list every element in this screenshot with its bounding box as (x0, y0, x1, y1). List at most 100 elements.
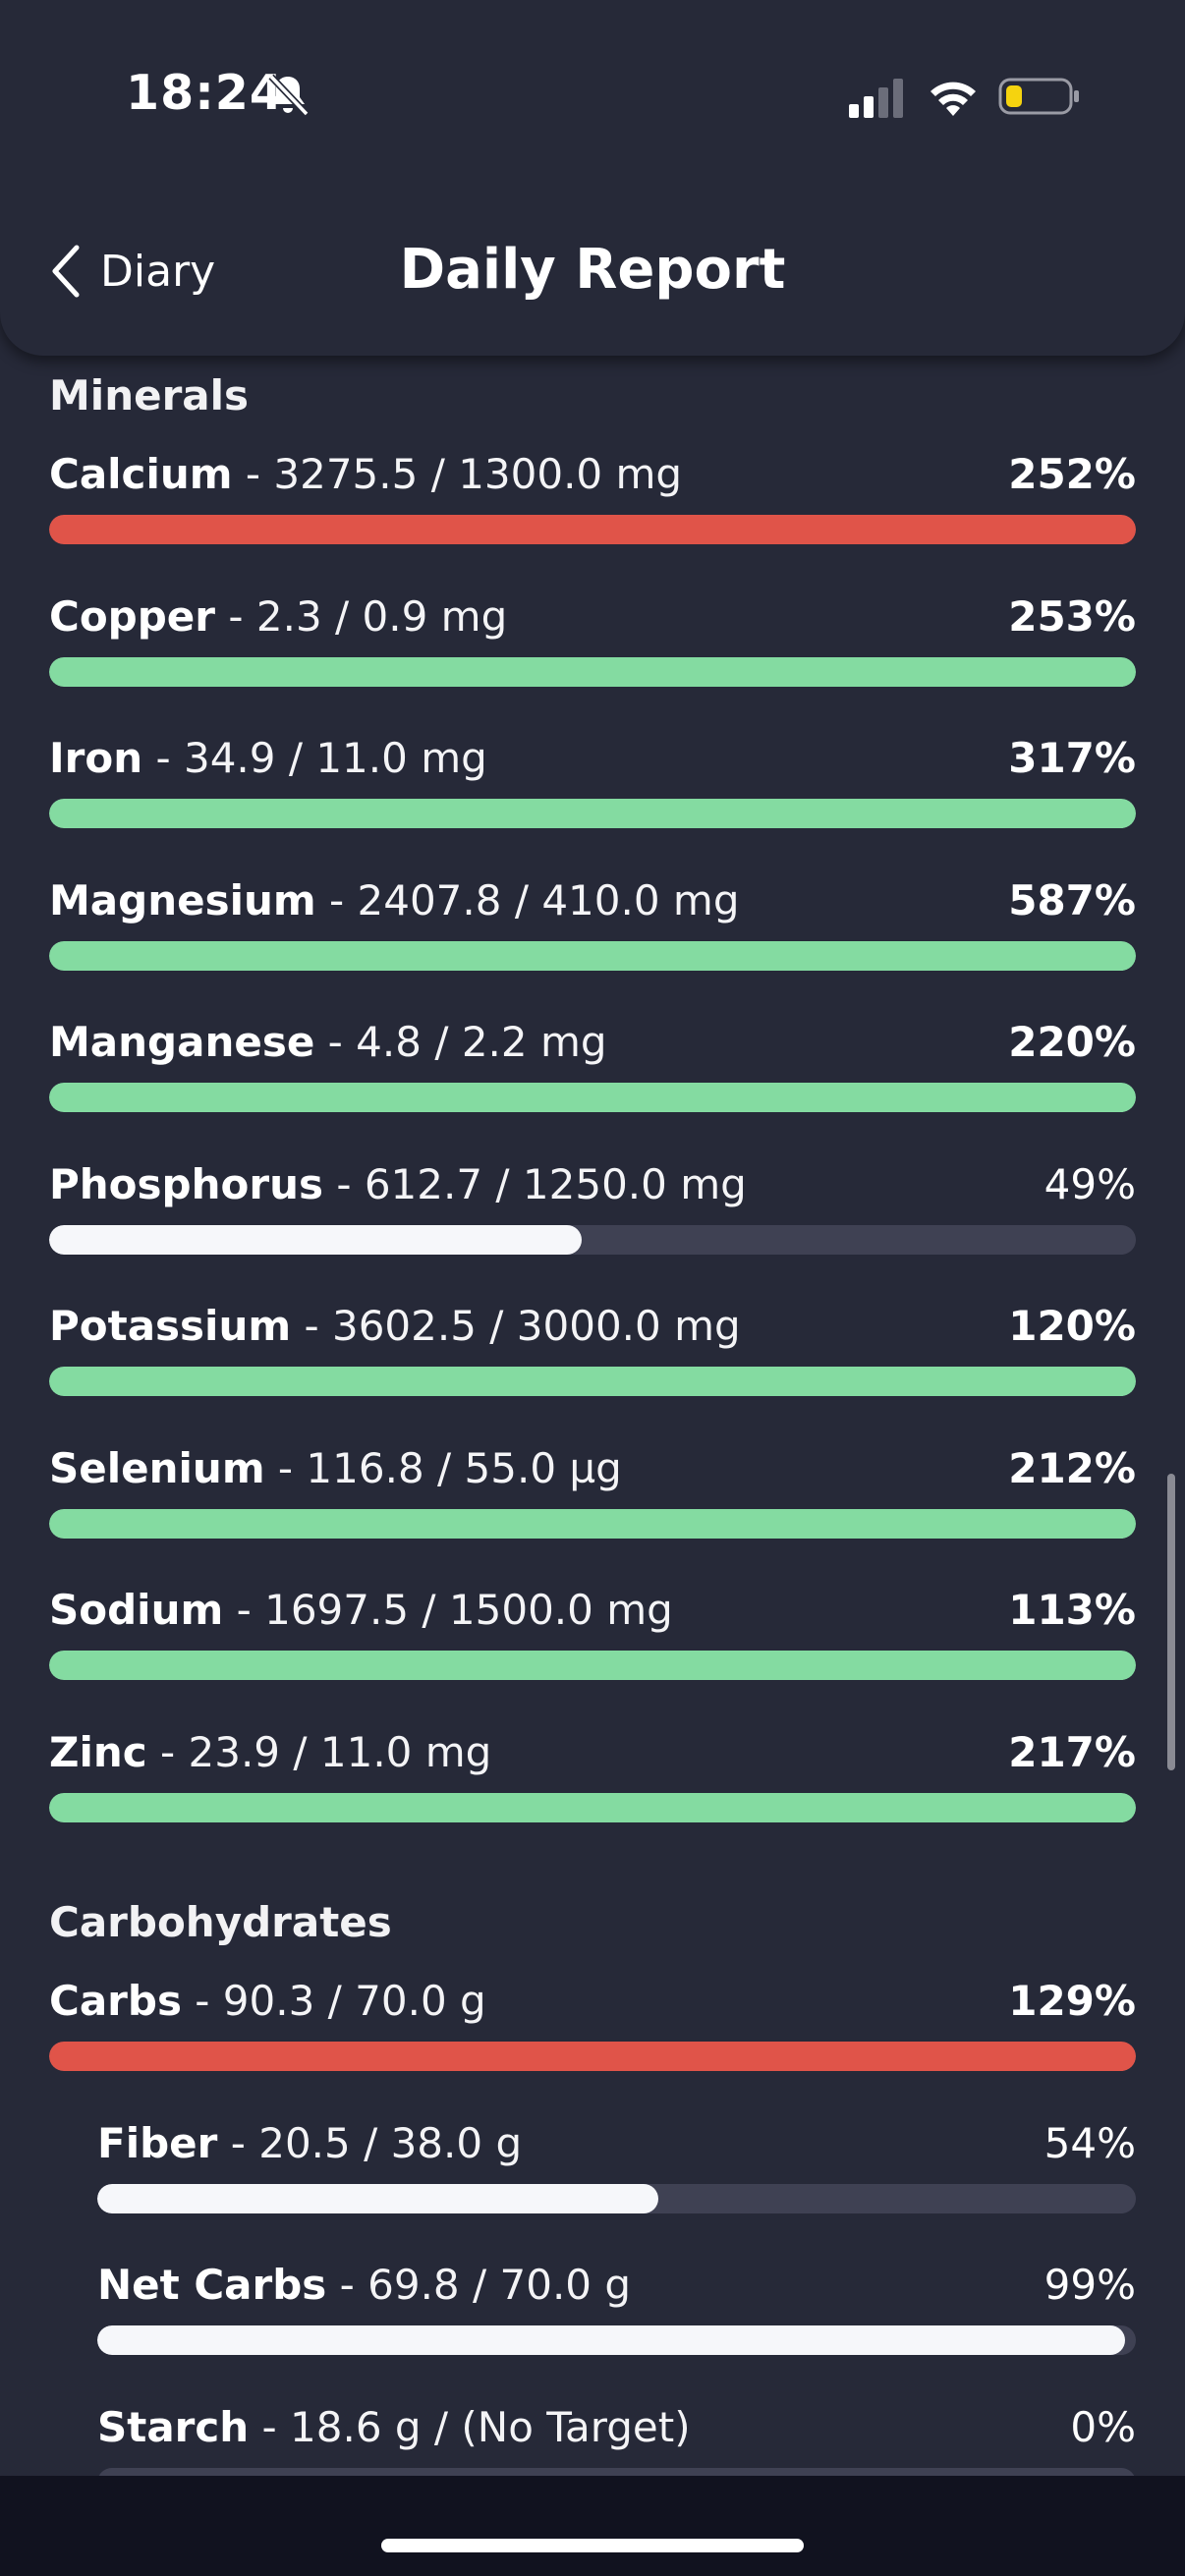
progress-track (49, 1508, 1136, 1539)
nutrient-name: Sodium (49, 1586, 224, 1634)
nutrient-amount: - 2.3 / 0.9 mg (215, 591, 508, 641)
status-bar: 18:24 (0, 0, 1185, 187)
nutrient-label: Calcium - 3275.5 / 1300.0 mg (49, 450, 682, 498)
nutrient-amount: - 69.8 / 70.0 g (326, 2261, 632, 2309)
progress-fill (97, 2325, 1126, 2355)
nutrient-label: Magnesium - 2407.8 / 410.0 mg (49, 876, 739, 924)
nutrient-percent: 54% (1044, 2118, 1136, 2167)
nutrient-label: Carbs - 90.3 / 70.0 g (49, 1977, 486, 2025)
nutrient-amount: - 34.9 / 11.0 mg (142, 734, 487, 782)
nutrient-amount: - 23.9 / 11.0 mg (146, 1727, 492, 1776)
progress-fill (49, 1083, 1136, 1112)
nutrient-name: Magnesium (49, 875, 316, 924)
nutrient-row[interactable]: Manganese - 4.8 / 2.2 mg 220% (49, 1018, 1136, 1116)
progress-track (49, 515, 1136, 544)
progress-track (49, 1224, 1136, 1255)
progress-fill (49, 1224, 582, 1255)
back-button[interactable]: Diary (47, 240, 215, 303)
progress-track (49, 799, 1136, 828)
section-title: Carbohydrates (49, 1898, 392, 1946)
progress-fill (97, 2183, 658, 2213)
nutrient-amount: - 116.8 / 55.0 µg (264, 1443, 622, 1492)
progress-fill (49, 940, 1136, 971)
nutrient-name: Potassium (49, 1302, 292, 1350)
nutrient-name: Zinc (49, 1727, 147, 1776)
report-content[interactable]: Minerals Calcium - 3275.5 / 1300.0 mg 252%… (0, 356, 1185, 2476)
progress-track (49, 1083, 1136, 1112)
nutrient-row[interactable]: Phosphorus - 612.7 / 1250.0 mg 49% (49, 1160, 1136, 1259)
nutrient-percent: 220% (1008, 1018, 1136, 1066)
nutrient-label: Zinc - 23.9 / 11.0 mg (49, 1728, 491, 1776)
progress-track (49, 1651, 1136, 1680)
battery-low-icon (998, 78, 1079, 115)
nutrient-label: Net Carbs - 69.8 / 70.0 g (97, 2261, 631, 2309)
top-header: 18:24 Diary Daily Report (0, 0, 1185, 356)
nutrient-row[interactable]: Sodium - 1697.5 / 1500.0 mg 113% (49, 1586, 1136, 1684)
nutrient-name: Fiber (97, 2118, 218, 2167)
nutrient-row[interactable]: Fiber - 20.5 / 38.0 g 54% (97, 2119, 1136, 2217)
nutrient-row[interactable]: Calcium - 3275.5 / 1300.0 mg 252% (49, 450, 1136, 548)
nutrient-row[interactable]: Magnesium - 2407.8 / 410.0 mg 587% (49, 876, 1136, 975)
nutrient-row[interactable]: Zinc - 23.9 / 11.0 mg 217% (49, 1728, 1136, 1826)
progress-track (49, 940, 1136, 971)
nutrient-row[interactable]: Iron - 34.9 / 11.0 mg 317% (49, 734, 1136, 832)
nutrient-percent: 212% (1008, 1443, 1136, 1492)
nutrient-name: Manganese (49, 1018, 315, 1066)
progress-fill (49, 1792, 1136, 1822)
nutrient-percent: 253% (1008, 591, 1136, 641)
nutrient-row[interactable]: Selenium - 116.8 / 55.0 µg 212% (49, 1444, 1136, 1542)
nutrient-amount: - 3602.5 / 3000.0 mg (291, 1302, 741, 1350)
nutrient-row[interactable]: Starch - 18.6 g / (No Target) 0% (97, 2402, 1136, 2476)
nutrient-percent: 252% (1008, 450, 1136, 498)
nutrient-name: Carbs (49, 1977, 182, 2025)
home-indicator[interactable] (381, 2539, 804, 2552)
progress-fill (49, 1367, 1136, 1396)
nutrient-percent: 120% (1008, 1302, 1136, 1350)
home-area (0, 2476, 1185, 2576)
chevron-left-icon (52, 245, 80, 298)
nutrient-amount: - 18.6 g / (No Target) (249, 2402, 691, 2451)
progress-track (97, 2183, 1136, 2213)
nutrient-name: Phosphorus (49, 1159, 323, 1208)
scrollbar[interactable] (1167, 1474, 1175, 1770)
progress-track (97, 2467, 1136, 2476)
nutrient-row[interactable]: Potassium - 3602.5 / 3000.0 mg 120% (49, 1302, 1136, 1400)
wifi-icon (931, 82, 976, 116)
nutrient-amount: - 90.3 / 70.0 g (181, 1977, 486, 2025)
status-time: 18:24 (126, 65, 284, 121)
nutrient-name: Starch (97, 2402, 250, 2451)
back-label: Diary (100, 246, 216, 297)
progress-track (97, 2325, 1136, 2355)
nutrient-row[interactable]: Net Carbs - 69.8 / 70.0 g 99% (97, 2261, 1136, 2359)
nutrient-percent: 113% (1008, 1586, 1136, 1634)
nutrient-label: Sodium - 1697.5 / 1500.0 mg (49, 1586, 673, 1634)
nutrient-amount: - 612.7 / 1250.0 mg (322, 1159, 747, 1208)
nutrient-label: Copper - 2.3 / 0.9 mg (49, 592, 507, 641)
nutrient-label: Manganese - 4.8 / 2.2 mg (49, 1018, 607, 1066)
nutrient-label: Potassium - 3602.5 / 3000.0 mg (49, 1302, 741, 1350)
section-title: Minerals (49, 371, 250, 420)
nutrient-percent: 217% (1008, 1727, 1136, 1776)
nutrient-name: Copper (49, 591, 216, 641)
nutrient-amount: - 4.8 / 2.2 mg (314, 1018, 607, 1066)
progress-track (49, 1792, 1136, 1822)
nutrient-label: Selenium - 116.8 / 55.0 µg (49, 1444, 622, 1492)
progress-fill (49, 656, 1136, 687)
nutrient-percent: 99% (1044, 2261, 1136, 2309)
progress-track (49, 656, 1136, 687)
nutrient-percent: 0% (1070, 2402, 1136, 2451)
nutrient-percent: 129% (1008, 1977, 1136, 2025)
page-title: Daily Report (399, 238, 786, 302)
nutrient-name: Net Carbs (97, 2261, 327, 2309)
progress-fill (49, 1508, 1136, 1539)
nutrient-name: Calcium (49, 450, 233, 498)
nutrient-row[interactable]: Carbs - 90.3 / 70.0 g 129% (49, 1977, 1136, 2075)
nutrient-row[interactable]: Copper - 2.3 / 0.9 mg 253% (49, 592, 1136, 691)
nutrient-label: Phosphorus - 612.7 / 1250.0 mg (49, 1160, 747, 1208)
nutrient-percent: 49% (1044, 1159, 1136, 1208)
cellular-signal-icon (849, 79, 903, 118)
nutrient-label: Fiber - 20.5 / 38.0 g (97, 2119, 522, 2167)
nutrient-amount: - 3275.5 / 1300.0 mg (232, 450, 683, 498)
nutrient-percent: 587% (1008, 875, 1136, 924)
nutrient-name: Iron (49, 734, 143, 782)
